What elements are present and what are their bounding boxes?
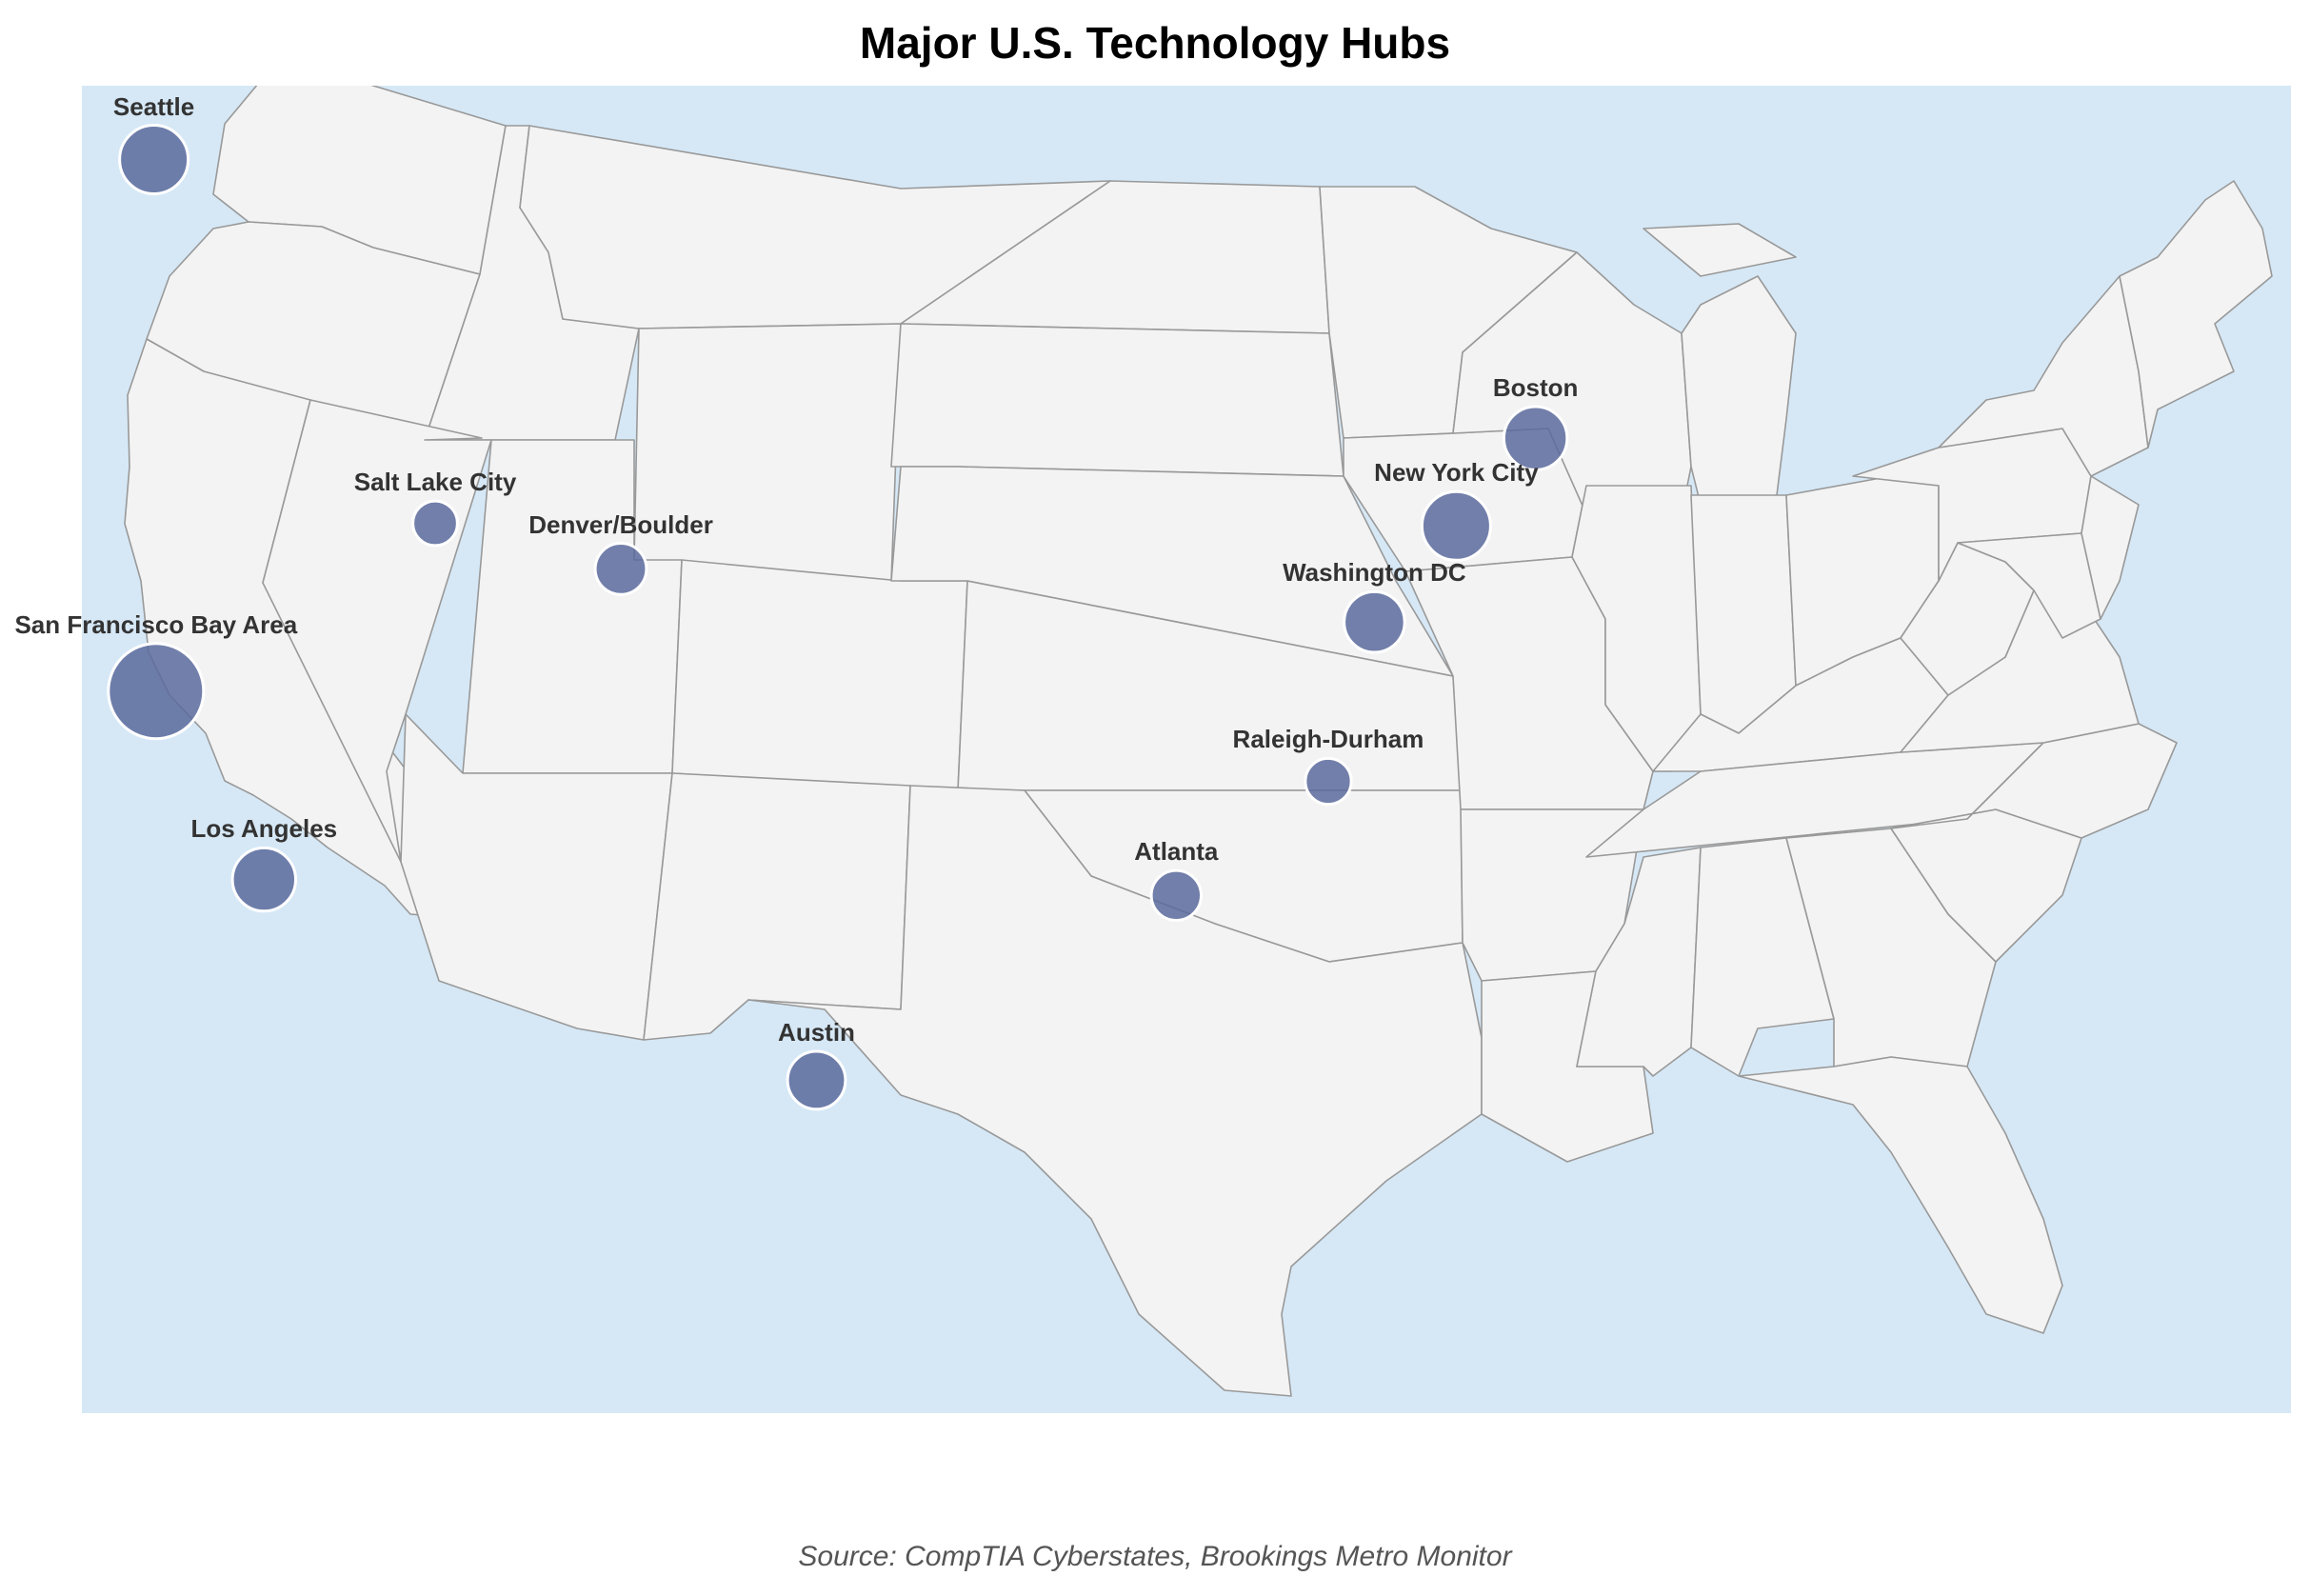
colorado-state (671, 559, 968, 791)
hub-marker[interactable] (1304, 756, 1353, 807)
south-dakota-state (890, 323, 1344, 477)
hub-marker[interactable] (786, 1049, 847, 1111)
hub-marker[interactable] (411, 499, 459, 548)
hub-marker[interactable] (118, 124, 190, 195)
source-note: Source: CompTIA Cyberstates, Brookings M… (798, 1541, 1512, 1572)
hub-marker[interactable] (1502, 405, 1569, 471)
texas-state (747, 785, 1483, 1397)
wyoming-state (633, 323, 902, 582)
new-jersey-state (2081, 475, 2140, 620)
indiana-state (1690, 494, 1797, 734)
hub-marker[interactable] (593, 542, 648, 596)
hub-marker[interactable] (107, 642, 206, 741)
hub-marker[interactable] (1420, 489, 1492, 562)
florida-state (1738, 1056, 2063, 1334)
us-states-map (107, 86, 2273, 1397)
new-england-states (2119, 180, 2273, 449)
new-mexico-state (643, 772, 911, 1041)
map-title: Major U.S. Technology Hubs (859, 18, 1451, 68)
hub-marker[interactable] (230, 846, 298, 913)
map-area (82, 86, 2291, 1413)
hub-marker[interactable] (1343, 589, 1406, 654)
hub-marker[interactable] (1149, 868, 1204, 922)
